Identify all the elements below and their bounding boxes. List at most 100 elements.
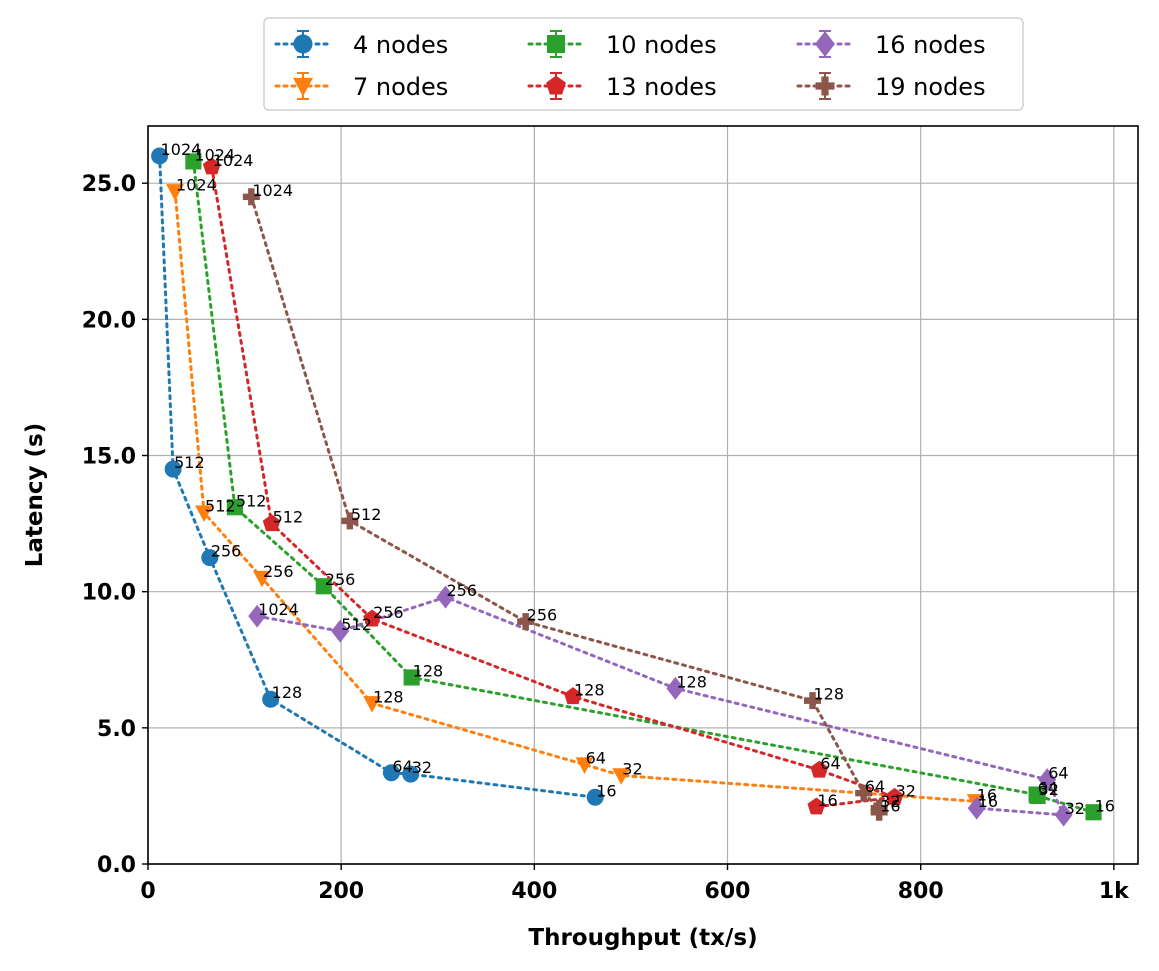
data-point-10-nodes-1024 (185, 153, 202, 170)
data-point-13-nodes-128 (564, 687, 582, 705)
point-label: 1024 (252, 181, 293, 200)
data-point-4-nodes-32 (402, 765, 420, 783)
data-point-10-nodes-32 (1029, 787, 1046, 804)
data-point-13-nodes-256 (363, 609, 381, 627)
point-label: 32 (412, 758, 432, 777)
point-labels: 1024512256128643216102451225612864321610… (161, 140, 1115, 818)
point-label: 1024 (213, 151, 254, 170)
x-tick-label: 400 (511, 879, 557, 904)
point-label: 64 (1048, 764, 1068, 783)
data-point-10-nodes-256 (315, 578, 332, 595)
y-tick-label: 10.0 (82, 581, 136, 606)
y-tick-label: 0.0 (97, 853, 136, 878)
point-label: 16 (817, 791, 837, 810)
data-point-16-nodes-1024 (248, 604, 267, 628)
point-label: 64 (586, 749, 606, 768)
point-label: 128 (676, 672, 707, 691)
data-point-16-nodes-128 (666, 676, 685, 700)
series-line-7-nodes (173, 189, 978, 803)
legend-marker-19-nodes (815, 76, 835, 96)
series-line-19-nodes (249, 195, 881, 814)
x-tick-label: 200 (318, 879, 364, 904)
data-point-4-nodes-128 (262, 690, 280, 708)
data-point-4-nodes-512 (164, 460, 182, 478)
legend-label-10-nodes: 10 nodes (606, 31, 717, 59)
x-tick-label: 800 (898, 879, 944, 904)
point-label: 256 (211, 542, 242, 561)
point-label: 512 (351, 505, 382, 524)
y-tick-label: 15.0 (82, 445, 136, 470)
data-point-7-nodes-512 (195, 505, 213, 523)
point-label: 128 (814, 685, 845, 704)
series-line-10-nodes (191, 159, 1096, 814)
plot-frame (147, 125, 1139, 865)
point-label: 256 (527, 606, 558, 625)
data-point-19-nodes-64 (855, 784, 873, 802)
point-label: 64 (1038, 779, 1058, 798)
point-label: 16 (977, 785, 997, 804)
data-point-13-nodes-64 (810, 760, 829, 778)
point-label: 128 (574, 681, 605, 700)
point-label: 32 (622, 759, 642, 778)
legend: 4 nodes 7 nodes 10 nodes 13 nodes 16 nodes 19… (263, 17, 1024, 111)
axis-ticks: 0 200 400 600 800 1k 0.0 5.0 10.0 15.0 20.0 25.0 (82, 172, 1130, 904)
data-point-16-nodes-256 (436, 585, 455, 609)
point-label: 32 (880, 792, 900, 811)
data-point-19-nodes-128 (804, 692, 822, 710)
x-tick-label: 1k (1099, 879, 1130, 904)
data-point-19-nodes-256 (517, 613, 535, 631)
data-point-13-nodes-16 (807, 797, 826, 815)
point-label: 256 (263, 562, 294, 581)
data-point-4-nodes-16 (586, 788, 604, 806)
data-point-7-nodes-64 (575, 757, 594, 774)
point-label: 1024 (161, 140, 202, 159)
y-tick-label: 25.0 (82, 172, 136, 197)
point-label: 32 (896, 781, 916, 800)
point-label: 256 (325, 570, 356, 589)
data-point-13-nodes-1024 (202, 157, 221, 175)
point-label: 64 (865, 777, 885, 796)
data-point-10-nodes-16 (1085, 804, 1102, 821)
point-label: 512 (273, 508, 304, 527)
x-tick-label: 0 (140, 879, 155, 904)
point-label: 512 (205, 497, 236, 516)
data-point-10-nodes-512 (226, 499, 244, 516)
data-point-13-nodes-512 (262, 514, 281, 532)
point-label: 64 (820, 754, 840, 773)
data-point-13-nodes-32 (885, 787, 904, 805)
data-point-16-nodes-512 (331, 619, 350, 643)
data-point-10-nodes-128 (403, 669, 420, 686)
point-label: 16 (596, 781, 616, 800)
x-axis-label: Throughput (tx/s) (528, 925, 757, 951)
data-point-4-nodes-256 (201, 549, 219, 567)
data-point-7-nodes-32 (612, 768, 631, 785)
point-label: 16 (880, 796, 900, 815)
point-label: 32 (1039, 780, 1059, 799)
point-label: 64 (392, 757, 412, 776)
legend-label-7-nodes: 7 nodes (353, 73, 448, 101)
point-label: 32 (1065, 799, 1085, 818)
data-point-7-nodes-256 (253, 570, 271, 588)
point-label: 256 (446, 581, 477, 600)
series-lines (158, 154, 1096, 817)
legend-marker-10-nodes (546, 34, 566, 54)
y-tick-label: 20.0 (82, 308, 136, 333)
series-markers (151, 147, 1102, 827)
point-label: 16 (978, 792, 998, 811)
series-line-13-nodes (210, 165, 896, 809)
y-axis-label: Latency (s) (22, 423, 48, 568)
data-point-19-nodes-512 (341, 512, 359, 530)
x-tick-label: 600 (705, 879, 751, 904)
data-point-4-nodes-1024 (151, 147, 169, 165)
data-point-16-nodes-16 (967, 796, 986, 820)
data-point-16-nodes-32 (1054, 803, 1073, 827)
data-point-16-nodes-64 (1038, 768, 1057, 792)
point-label: 1024 (176, 175, 217, 194)
point-label: 256 (373, 603, 404, 622)
point-label: 1024 (258, 600, 299, 619)
legend-label-19-nodes: 19 nodes (875, 73, 986, 101)
data-point-4-nodes-64 (382, 764, 400, 782)
point-label: 16 (1095, 796, 1115, 815)
data-point-19-nodes-16 (870, 803, 888, 821)
y-tick-label: 5.0 (97, 717, 136, 742)
